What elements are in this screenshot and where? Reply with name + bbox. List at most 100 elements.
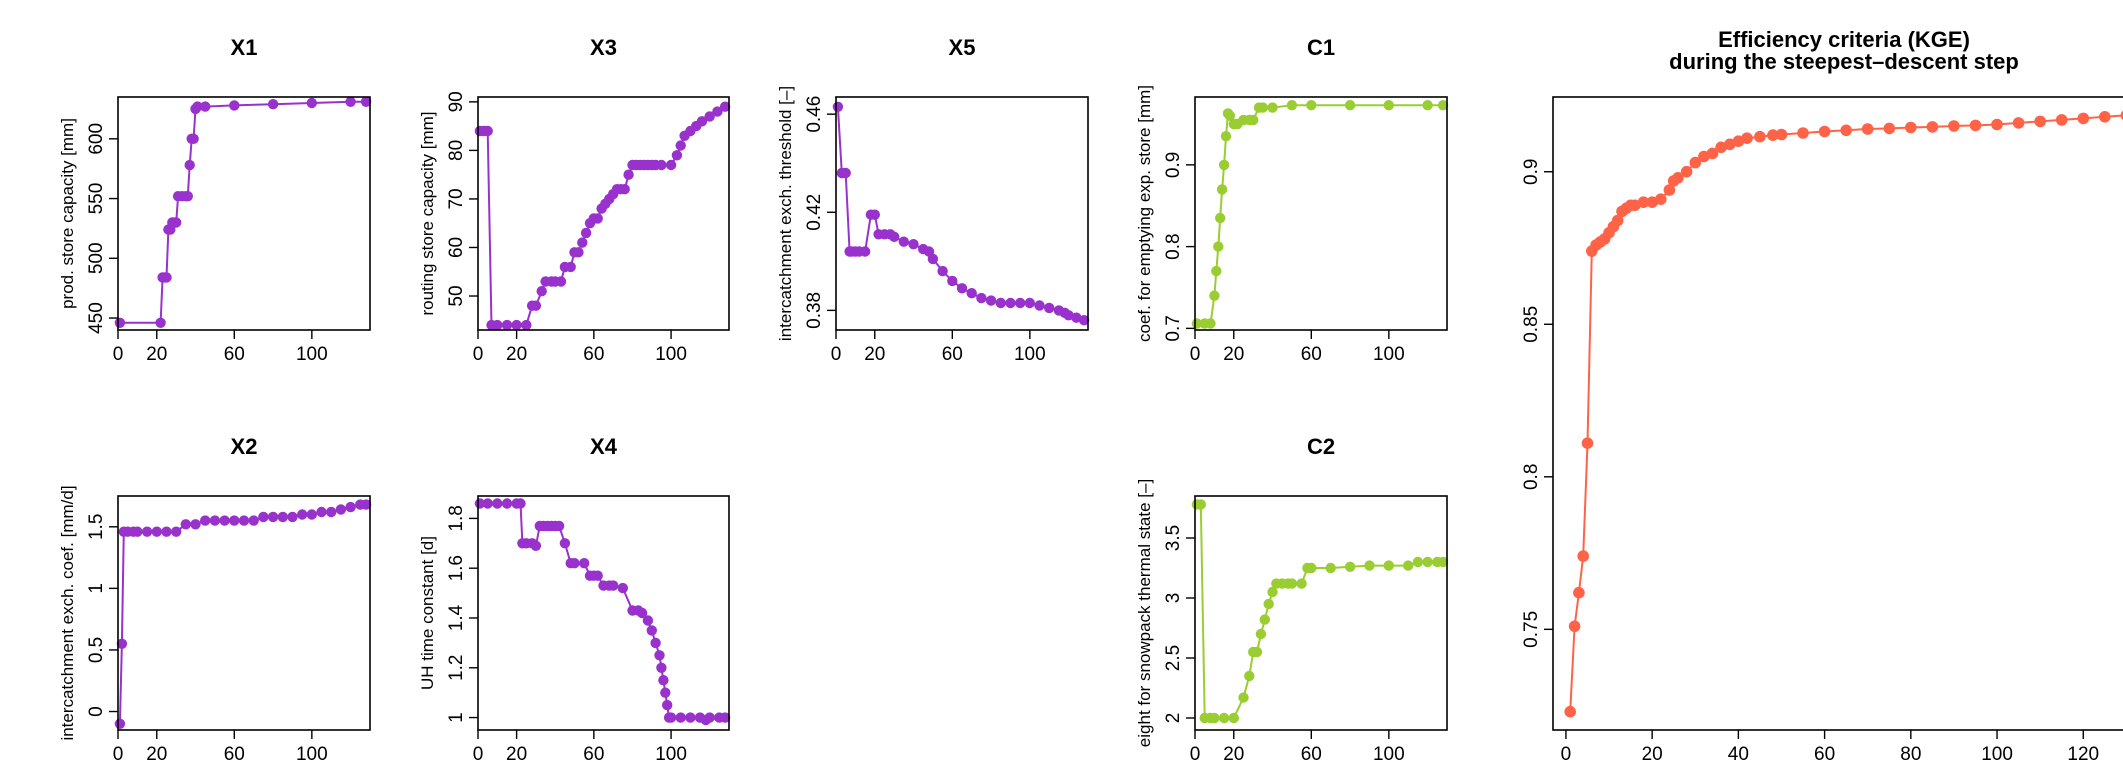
data-point [1015,297,1026,309]
data-point [1257,102,1269,113]
y-axis-label: intercatchment exch. threshold [–] [776,86,795,341]
data-point [608,580,619,591]
y-axis-label: intercatchment exch. coef. [mm/d] [58,485,77,740]
x-tick-label: 20 [506,344,527,365]
data-point [1209,290,1220,301]
chart-panel-4: 0 20 60 100 0 0.5 1 1.5 X2 intercatchment exch. c… [58,434,372,765]
data-point [1680,165,1693,178]
data-point [646,625,657,636]
chart-panel-2: 0 20 60 100 0.38 0.42 0.46 X5 intercatchment exc… [776,35,1090,365]
data-point [1706,147,1719,160]
data-point [569,558,580,569]
data-point [712,106,723,117]
data-point [1209,712,1220,724]
data-point [1286,100,1298,111]
chart-panel-1: 0 20 60 100 50 60 70 80 90 X3 routing store capaci… [418,35,731,365]
chart-title: X2 [231,434,258,459]
data-point [654,650,665,661]
data-point [492,498,503,509]
data-point [1422,556,1433,568]
x-tick-label: 100 [655,744,687,765]
data-point [675,140,686,151]
x-tick-label: 20 [506,744,527,765]
y-tick-label: 0.5 [86,637,107,663]
x-tick-label: 0 [831,344,842,365]
x-tick-label: 60 [583,344,604,365]
series-line [479,502,726,721]
data-point [200,515,211,526]
data-point [2055,114,2068,126]
data-point [889,231,900,242]
x-tick-label: 80 [1900,744,1921,765]
data-point [1344,100,1356,111]
data-point [1969,119,1982,132]
data-point [1754,130,1766,143]
x-tick-label: 0 [473,744,484,765]
chart-title: X3 [590,35,617,60]
x-tick-label: 60 [1301,344,1322,365]
data-point [306,97,317,109]
data-point [2077,112,2090,125]
data-point [192,101,203,112]
data-point [1797,127,1809,139]
data-point [326,506,337,518]
data-point [565,261,576,273]
data-point [335,504,347,515]
y-tick-label: 50 [446,285,467,306]
chart-panel-7: 0 20 40 60 80 100 120 0.75 0.8 0.85 0.9 Efficiency … [1521,27,2123,765]
y-tick-label: 500 [86,242,107,274]
y-tick-label: 450 [86,302,107,334]
y-tick-label: 2.5 [1163,645,1184,671]
x-tick-label: 20 [864,344,885,365]
data-point [132,526,143,537]
chart-title: X4 [590,434,618,459]
data-point [898,236,909,247]
y-tick-label: 0.8 [1521,464,1542,490]
x-tick-label: 0 [113,744,124,765]
x-tick-label: 100 [1373,744,1405,765]
data-point [1775,128,1788,141]
data-point [1263,598,1274,610]
data-point [161,272,172,283]
x-tick-label: 100 [1373,344,1405,365]
data-point [1251,646,1263,658]
data-point [219,515,230,526]
data-point [1228,712,1240,724]
x-tick-label: 0 [1561,744,1572,765]
x-tick-label: 60 [942,344,963,365]
data-point [1306,100,1317,111]
x-tick-label: 100 [1981,744,2013,765]
x-tick-label: 0 [1190,744,1201,765]
data-point [492,319,503,331]
data-point [1672,172,1684,184]
data-point [1215,212,1226,224]
y-tick-label: 70 [446,188,467,209]
data-point [675,712,686,723]
y-tick-label: 1.2 [446,655,467,681]
x-tick-label: 40 [1728,744,1749,765]
data-point [530,540,542,551]
data-point [658,675,669,686]
x-tick-label: 0 [113,344,124,365]
chart-panel-6: 0 20 60 100 2 2.5 3 3.5 C2 eight for snowpack the… [1135,434,1449,765]
y-tick-label: 1.4 [446,604,467,631]
data-point [287,511,298,523]
y-tick-label: 1.5 [86,514,107,540]
x-tick-label: 60 [224,344,245,365]
data-point [908,239,919,250]
plot-frame [477,495,730,731]
data-point [229,100,240,111]
plot-frame [1194,96,1448,331]
data-point [1741,132,1753,144]
data-point [1883,122,1896,135]
data-point [316,506,327,518]
data-point [704,111,715,122]
data-point [2099,111,2111,123]
x-tick-label: 20 [1223,744,1244,765]
data-point [297,509,308,520]
y-tick-label: 0.46 [804,96,825,133]
data-point [1437,556,1449,568]
x-tick-label: 20 [146,744,167,765]
y-tick-label: 2 [1163,713,1184,724]
data-point [1926,121,1939,133]
